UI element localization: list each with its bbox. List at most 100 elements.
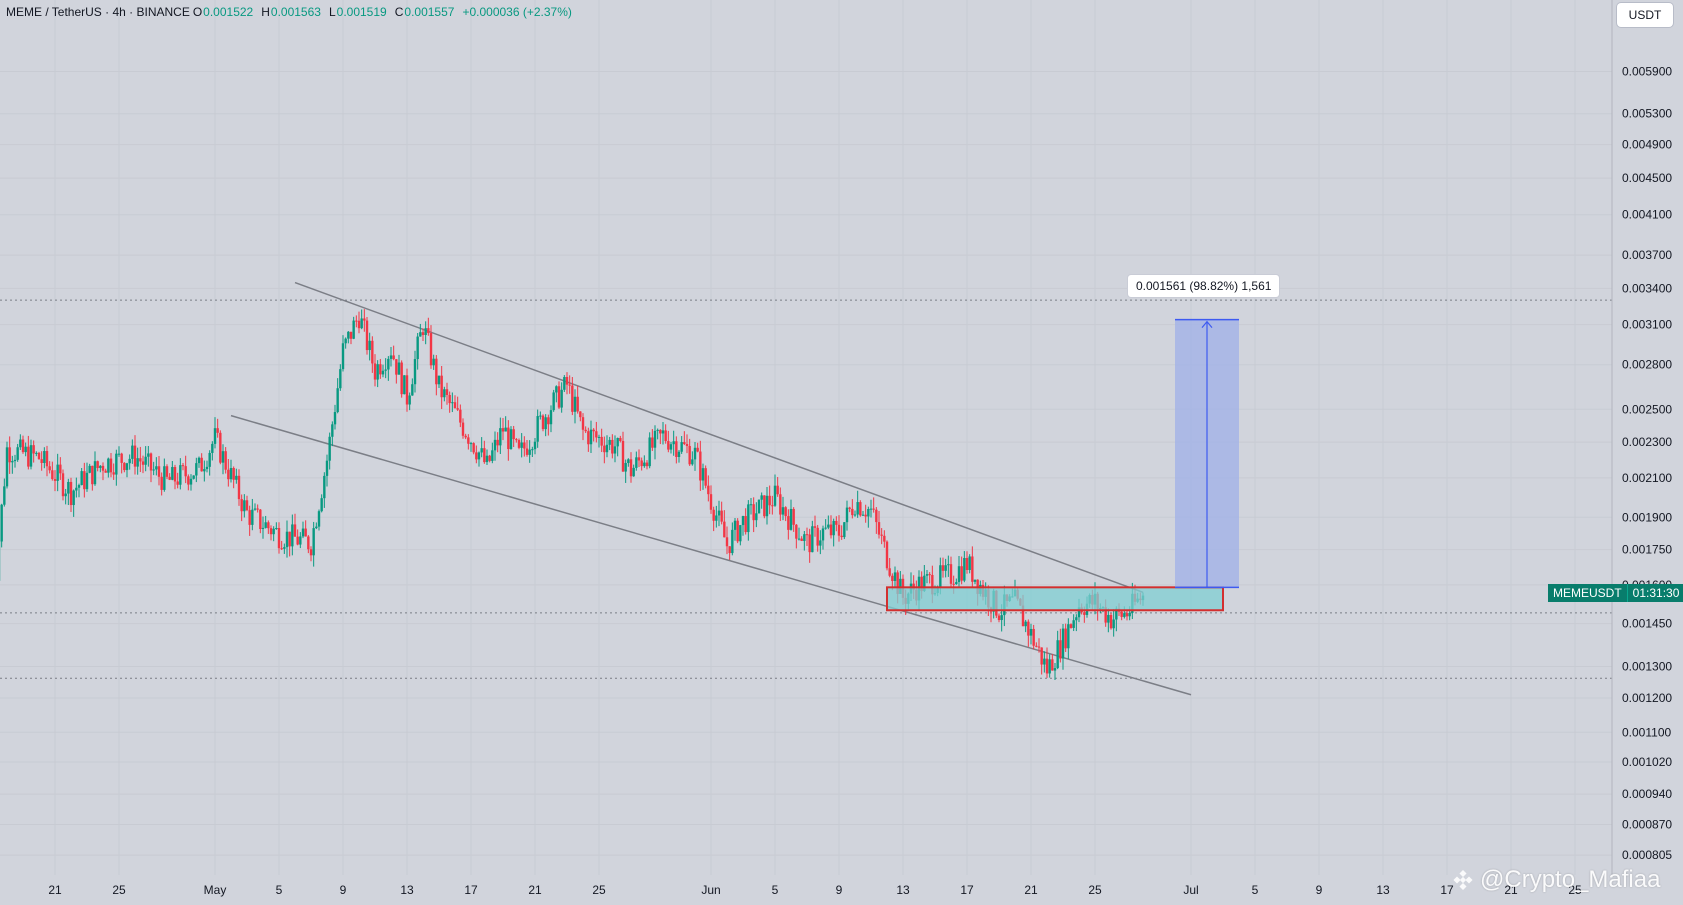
candle-body [411,384,414,396]
candle-body [8,447,11,463]
candle-body [608,439,611,445]
candle-body [451,402,454,404]
candle-body [472,443,475,453]
candle-body [528,449,531,455]
candle-body [392,355,395,360]
candle-body [459,409,462,423]
candle-body [547,417,550,425]
candle-body [355,320,358,322]
candle-body [197,457,201,464]
x-tick-label: 9 [836,883,843,897]
y-tick-label: 0.004100 [1622,208,1672,222]
candle-body [645,462,649,467]
candle-body [797,538,801,540]
candle-body [656,429,659,431]
candle-body [973,579,977,582]
candle-body [1115,608,1118,620]
candle-body [725,537,729,547]
candle-body [56,464,59,481]
candle-body [77,485,81,488]
candle-body [496,439,499,446]
x-tick-label: 17 [464,883,478,897]
candle-body [349,331,353,339]
candle-body [965,558,969,571]
candle-body [517,440,521,448]
candle-body [40,459,43,464]
candle-body [216,428,219,433]
candle-body [24,446,27,453]
x-tick-label: 21 [1504,883,1518,897]
descending-channel [230,281,1192,696]
candle-body [75,487,78,491]
candle-body [53,479,57,481]
change-value: +0.000036 (+2.37%) [462,5,572,19]
candle-body [69,481,73,506]
currency-button[interactable]: USDT [1617,3,1673,27]
candle-body [949,564,953,584]
candle-body [325,460,329,476]
candle-body [493,439,497,451]
candle-body [499,428,502,446]
candle-body [837,524,841,536]
candle-body [851,508,854,516]
candle-body [1021,605,1025,627]
candle-body [779,494,782,515]
x-tick-label: 25 [112,883,126,897]
x-tick-label: 17 [960,883,974,897]
candle-body [925,574,929,576]
x-tick-label: 13 [400,883,414,897]
candle-body [667,441,670,450]
candle-body [344,338,347,344]
candle-body [291,524,294,547]
candle-body [920,576,923,592]
candle-body [288,531,291,547]
candle-body [192,475,195,479]
candle-body [109,458,113,473]
candle-body [251,509,254,525]
candle-body [824,527,827,529]
y-tick-label: 0.002300 [1622,435,1672,449]
candle-body [176,481,179,485]
candle-body [707,485,710,495]
candle-body [733,520,737,530]
candle-body [149,453,153,471]
candle-body [168,476,171,480]
close-value: 0.001557 [404,5,455,19]
candle-body [504,427,507,432]
candle-body [16,447,19,460]
candle-body [189,478,193,485]
candle-body [800,538,803,541]
candle-body [568,384,571,386]
candle-body [152,469,155,471]
y-tick-label: 0.004500 [1622,171,1672,185]
candle-body [597,436,601,438]
candle-body [13,459,17,462]
price-tag-symbol: MEMEUSDT [1548,584,1627,602]
candle-body [315,526,318,529]
candle-body [368,340,371,351]
candle-body [592,429,595,432]
x-tick-label: 25 [592,883,606,897]
candle-body [584,429,587,432]
x-tick-label: Jul [1183,883,1198,897]
x-tick-label: 21 [1024,883,1038,897]
x-tick-label: 13 [1376,883,1390,897]
candle-body [317,511,321,527]
low-value: 0.001519 [336,5,387,19]
candle-body [875,509,878,523]
y-tick-label: 0.001750 [1622,543,1672,557]
candle-body [347,331,350,339]
candle-body [781,507,785,515]
candle-body [688,445,691,465]
candle-body [301,528,305,537]
candle-body [408,395,411,405]
candle-body [264,522,267,528]
y-tick-label: 0.000870 [1622,818,1672,832]
candle-body [640,460,643,467]
candle-body [235,475,238,480]
watermark-text: @Crypto_Mafiaa [1480,866,1661,893]
candle-body [488,455,491,461]
candle-body [755,513,758,521]
candle-body [808,534,811,553]
